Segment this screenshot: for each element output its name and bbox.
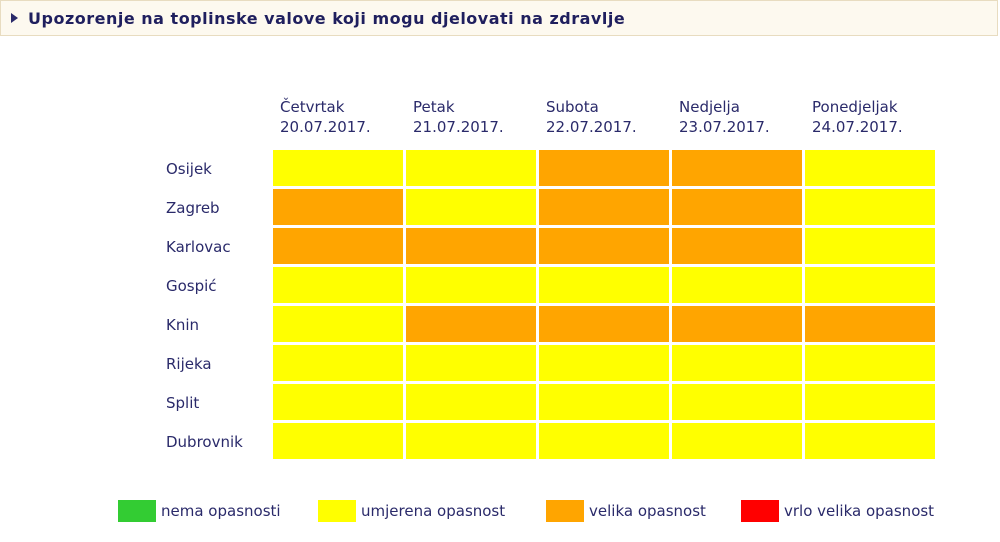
legend-label: vrlo velika opasnost (784, 502, 935, 520)
warning-cell (805, 189, 935, 225)
day-name: Ponedjeljak (812, 98, 898, 116)
warning-cell (273, 345, 403, 381)
city-label-dubrovnik: Dubrovnik (166, 433, 243, 451)
warning-cell (273, 189, 403, 225)
city-label-osijek: Osijek (166, 160, 212, 178)
warning-cell (406, 189, 536, 225)
warning-cell (539, 384, 669, 420)
warning-cell (273, 423, 403, 459)
warning-cell (539, 228, 669, 264)
warning-cell (672, 423, 802, 459)
warning-cell (539, 306, 669, 342)
warning-cell (805, 150, 935, 186)
warning-cell (672, 150, 802, 186)
warning-cell (273, 306, 403, 342)
city-label-karlovac: Karlovac (166, 238, 231, 256)
warning-cell (672, 267, 802, 303)
city-label-gospic: Gospić (166, 277, 217, 295)
day-header-1: Petak 21.07.2017. (413, 97, 504, 137)
day-name: Nedjelja (679, 98, 740, 116)
warning-cell (805, 384, 935, 420)
legend-label: umjerena opasnost (361, 502, 506, 520)
warning-cell (805, 345, 935, 381)
city-label-split: Split (166, 394, 200, 412)
day-date: 24.07.2017. (812, 118, 903, 136)
day-date: 23.07.2017. (679, 118, 770, 136)
day-header-4: Ponedjeljak 24.07.2017. (812, 97, 903, 137)
warning-cell (805, 423, 935, 459)
legend-swatch (546, 500, 584, 522)
day-name: Subota (546, 98, 599, 116)
warning-cell (406, 306, 536, 342)
warning-cell (539, 150, 669, 186)
title-bar: Upozorenje na toplinske valove koji mogu… (0, 0, 998, 36)
warning-cell (539, 267, 669, 303)
warning-cell (672, 345, 802, 381)
warning-cell (406, 150, 536, 186)
city-label-knin: Knin (166, 316, 200, 334)
day-header-0: Četvrtak 20.07.2017. (280, 97, 371, 137)
warning-cell (273, 150, 403, 186)
warning-cell (539, 189, 669, 225)
day-date: 20.07.2017. (280, 118, 371, 136)
day-name: Četvrtak (280, 98, 345, 116)
legend-swatch (118, 500, 156, 522)
warning-cell (406, 228, 536, 264)
day-name: Petak (413, 98, 455, 116)
legend-label: velika opasnost (589, 502, 706, 520)
warning-cell (672, 228, 802, 264)
city-label-rijeka: Rijeka (166, 355, 212, 373)
legend-label: nema opasnosti (161, 502, 281, 520)
legend-swatch (318, 500, 356, 522)
warning-cell (539, 345, 669, 381)
warning-cell (672, 306, 802, 342)
day-date: 22.07.2017. (546, 118, 637, 136)
warning-cell (805, 228, 935, 264)
warning-cell (672, 384, 802, 420)
city-label-zagreb: Zagreb (166, 199, 220, 217)
legend-swatch (741, 500, 779, 522)
warning-cell (273, 267, 403, 303)
warning-cell (273, 384, 403, 420)
warning-cell (539, 423, 669, 459)
warning-cell (273, 228, 403, 264)
warning-cell (406, 384, 536, 420)
warning-cell (672, 189, 802, 225)
warning-cell (805, 306, 935, 342)
warning-cell (406, 423, 536, 459)
day-header-3: Nedjelja 23.07.2017. (679, 97, 770, 137)
triangle-right-icon (11, 13, 18, 23)
warning-cell (406, 345, 536, 381)
warning-cell (805, 267, 935, 303)
page-title: Upozorenje na toplinske valove koji mogu… (28, 9, 626, 28)
day-header-2: Subota 22.07.2017. (546, 97, 637, 137)
warning-cell (406, 267, 536, 303)
day-date: 21.07.2017. (413, 118, 504, 136)
